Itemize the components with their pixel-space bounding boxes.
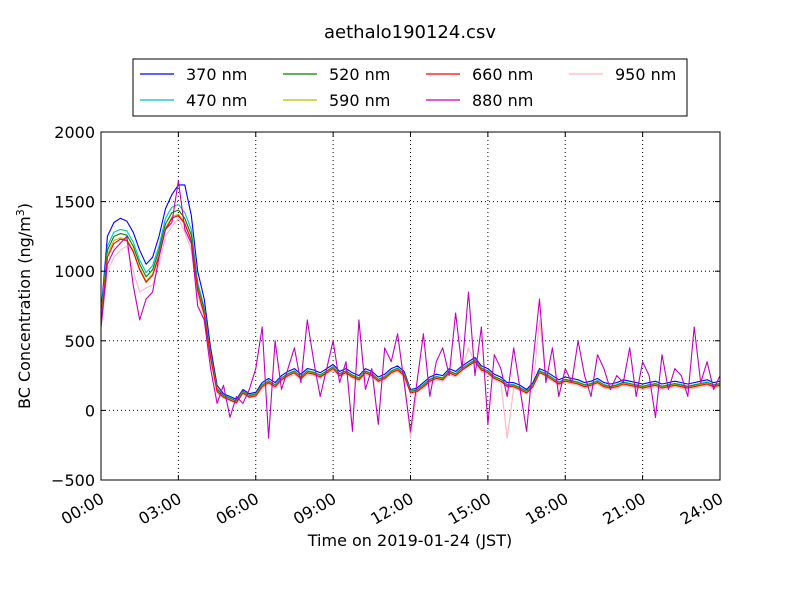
legend-label: 370 nm xyxy=(186,65,247,84)
y-tick-label: 1000 xyxy=(54,262,95,281)
legend-item: 590 nm xyxy=(283,91,390,110)
y-tick-label: 500 xyxy=(64,332,95,351)
y-tick-label: 1500 xyxy=(54,193,95,212)
legend-label: 660 nm xyxy=(472,65,533,84)
plot-area xyxy=(101,180,720,439)
legend-item: 660 nm xyxy=(426,65,533,84)
legend-item: 470 nm xyxy=(140,91,247,110)
x-tick-label: 24:00 xyxy=(677,489,726,529)
x-tick-label: 18:00 xyxy=(522,489,571,529)
legend-label: 880 nm xyxy=(472,91,533,110)
x-axis-label: Time on 2019-01-24 (JST) xyxy=(307,531,512,550)
legend-item: 520 nm xyxy=(283,65,390,84)
legend-label: 520 nm xyxy=(329,65,390,84)
legend-label: 950 nm xyxy=(615,65,676,84)
legend-item: 370 nm xyxy=(140,65,247,84)
legend: 370 nm 470 nm 520 nm 590 nm 660 nm 880 nm 950 … xyxy=(132,58,688,117)
x-tick-label: 06:00 xyxy=(213,489,262,529)
legend-item: 950 nm xyxy=(569,65,676,84)
x-tick-label: 15:00 xyxy=(445,489,494,529)
chart-title: aethalo190124.csv xyxy=(324,22,496,43)
axis-ticks: 00:00 03:00 06:00 09:00 12:00 15:00 18:00 21:00… xyxy=(51,123,726,528)
y-tick-label: 0 xyxy=(85,401,95,420)
x-tick-label: 21:00 xyxy=(599,489,648,529)
y-tick-label: 2000 xyxy=(54,123,95,142)
legend-label: 470 nm xyxy=(186,91,247,110)
series-line-660-nm xyxy=(101,214,720,404)
legend-label: 590 nm xyxy=(329,91,390,110)
legend-item: 880 nm xyxy=(426,91,533,110)
x-tick-label: 03:00 xyxy=(135,489,184,529)
x-tick-label: 09:00 xyxy=(290,489,339,529)
y-tick-label: −500 xyxy=(51,471,95,490)
x-tick-label: 00:00 xyxy=(58,489,107,529)
x-tick-label: 12:00 xyxy=(367,489,416,529)
legend-frame xyxy=(132,58,688,117)
series-line-880-nm xyxy=(101,180,720,439)
y-axis-label: BC Concentration (ng/m3) xyxy=(14,203,34,409)
